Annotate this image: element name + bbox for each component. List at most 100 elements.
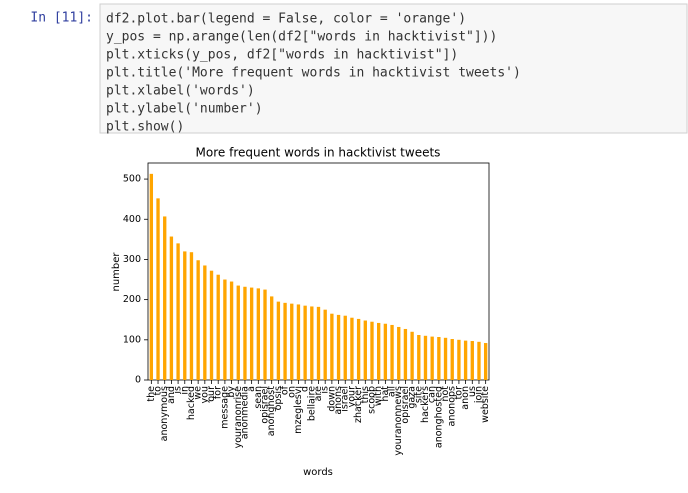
- bar: [330, 313, 334, 380]
- bar: [276, 301, 281, 380]
- bar: [483, 343, 488, 380]
- bar: [156, 198, 160, 380]
- bar: [270, 296, 274, 380]
- bar: [229, 281, 234, 380]
- bar: [290, 303, 294, 380]
- x-tick-label: with: [373, 386, 384, 406]
- x-tick-label: not: [440, 386, 451, 402]
- bar: [249, 287, 254, 380]
- chart-title: More frequent words in hacktivist tweets: [196, 146, 441, 160]
- bar: [236, 285, 240, 380]
- y-tick-label: 500: [123, 174, 141, 185]
- bar: [183, 251, 187, 380]
- y-tick-label: 100: [123, 334, 141, 345]
- x-tick-label: this: [360, 386, 371, 403]
- cell-prompt: In [11]:: [30, 11, 93, 26]
- bar: [203, 265, 207, 380]
- x-tick-label: the: [146, 386, 157, 402]
- x-tick-label: anonghosted: [433, 386, 444, 448]
- bar: [310, 306, 314, 380]
- x-tick-label: anons: [333, 386, 344, 415]
- bar: [370, 321, 374, 380]
- x-tick-label: anonmedia: [239, 386, 250, 439]
- x-tick-label: to: [153, 386, 164, 396]
- bar: [189, 252, 194, 380]
- x-tick-label: are: [313, 386, 324, 402]
- x-tick-label: opisrael: [260, 386, 271, 424]
- x-tick-label: can: [427, 386, 438, 403]
- x-tick-label: tor: [453, 386, 464, 400]
- code-cell[interactable]: [99, 3, 688, 134]
- x-tick-label: scoob: [366, 386, 377, 414]
- y-tick-label: 0: [135, 375, 141, 386]
- y-tick-label: 400: [123, 214, 141, 225]
- bar: [283, 302, 287, 380]
- x-tick-label: message: [219, 386, 230, 429]
- bar: [149, 173, 154, 380]
- bar: [437, 337, 441, 380]
- x-tick-label: your: [346, 386, 357, 407]
- x-tick-label: d: [300, 386, 311, 392]
- code-line: plt.ylabel('number'): [106, 102, 263, 117]
- x-tick-label: anonghost: [266, 386, 277, 436]
- bar: [390, 324, 394, 380]
- x-tick-label: and: [166, 386, 177, 404]
- x-tick-label: all: [387, 386, 398, 397]
- bar: [243, 286, 247, 380]
- bar: [350, 317, 354, 380]
- bar: [209, 270, 214, 380]
- bar: [303, 305, 307, 380]
- x-tick-label: anonops: [447, 386, 458, 427]
- x-tick-label: anonymous: [159, 386, 170, 441]
- bar: [403, 328, 408, 380]
- bar: [377, 322, 381, 380]
- bar: [256, 288, 260, 380]
- x-tick-label: our: [206, 386, 217, 402]
- bar: [223, 279, 227, 380]
- x-tick-label: down: [326, 386, 337, 412]
- code-line: plt.show(): [106, 120, 184, 135]
- bar: [443, 337, 448, 380]
- x-tick-label: on: [286, 386, 297, 398]
- bar: [316, 306, 321, 380]
- x-tick-label: hackers: [420, 386, 431, 423]
- bar: [417, 334, 421, 380]
- bar: [450, 339, 454, 380]
- x-tick-label: join: [473, 386, 484, 404]
- x-tick-label: in: [179, 386, 190, 395]
- x-tick-label: bellaire: [306, 386, 317, 421]
- y-tick-label: 300: [123, 254, 141, 265]
- bar: [169, 236, 174, 380]
- y-axis-label: number: [111, 252, 122, 292]
- bar: [430, 336, 434, 380]
- bar: [176, 243, 180, 380]
- x-tick-label: gaza: [407, 386, 418, 409]
- x-tick-label: of: [280, 385, 291, 395]
- bar: [477, 341, 481, 380]
- code-line: plt.title('More frequent words in hackti…: [106, 66, 521, 81]
- bar: [323, 309, 327, 380]
- x-tick-label: site: [413, 386, 424, 403]
- bar: [163, 216, 167, 380]
- bar: [356, 318, 361, 380]
- x-tick-label: israel: [340, 386, 351, 412]
- x-axis-label: words: [303, 467, 333, 478]
- bar: [263, 289, 267, 380]
- bar: [296, 304, 301, 380]
- x-tick-label: youranonnews: [393, 386, 404, 456]
- bar: [336, 314, 341, 380]
- bar: [457, 339, 461, 380]
- bar: [463, 340, 468, 380]
- y-tick-label: 200: [123, 294, 141, 305]
- x-tick-label: website: [480, 386, 491, 423]
- code-line: df2.plot.bar(legend = False, color = 'or…: [106, 12, 466, 27]
- x-tick-label: hacked: [186, 386, 197, 420]
- bar: [383, 323, 388, 380]
- x-tick-label: by: [226, 386, 237, 398]
- bar: [363, 320, 367, 380]
- x-tick-label: youranonrise: [233, 386, 244, 449]
- x-tick-label: us: [467, 386, 478, 397]
- code-line: plt.xlabel('words'): [106, 84, 255, 99]
- bar: [397, 326, 401, 380]
